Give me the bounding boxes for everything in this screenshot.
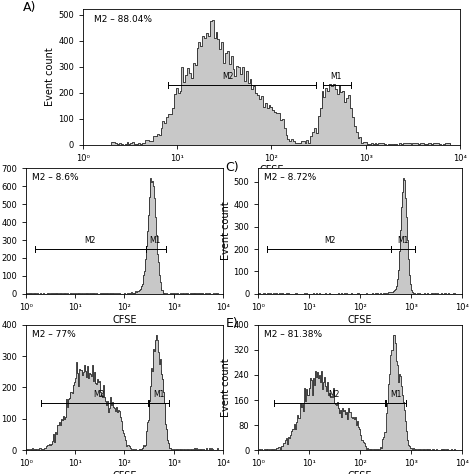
X-axis label: CFSE: CFSE	[348, 471, 373, 474]
Text: M2 – 8.6%: M2 – 8.6%	[32, 173, 79, 182]
Text: E): E)	[226, 317, 238, 330]
Text: M2 – 81.38%: M2 – 81.38%	[264, 330, 323, 339]
Text: M2: M2	[324, 236, 335, 245]
Text: M2 – 77%: M2 – 77%	[32, 330, 76, 339]
X-axis label: CFSE: CFSE	[259, 165, 283, 175]
X-axis label: CFSE: CFSE	[112, 315, 137, 325]
Text: M2 – 88.04%: M2 – 88.04%	[94, 15, 152, 24]
Text: M1: M1	[398, 236, 409, 245]
Text: M2: M2	[223, 72, 234, 81]
X-axis label: CFSE: CFSE	[348, 315, 373, 325]
X-axis label: CFSE: CFSE	[112, 471, 137, 474]
Text: M2: M2	[84, 236, 96, 245]
Text: A): A)	[23, 1, 36, 14]
Text: M2: M2	[93, 391, 104, 400]
Text: C): C)	[226, 161, 239, 174]
Text: M1: M1	[153, 391, 164, 400]
Text: M1: M1	[390, 391, 401, 400]
Y-axis label: Event count: Event count	[221, 358, 231, 417]
Text: M2 – 8.72%: M2 – 8.72%	[264, 173, 317, 182]
Y-axis label: Event count: Event count	[46, 48, 55, 106]
Text: M2: M2	[328, 391, 339, 400]
Text: M1: M1	[331, 72, 342, 81]
Text: M1: M1	[149, 236, 161, 245]
Y-axis label: Event count: Event count	[221, 202, 231, 260]
